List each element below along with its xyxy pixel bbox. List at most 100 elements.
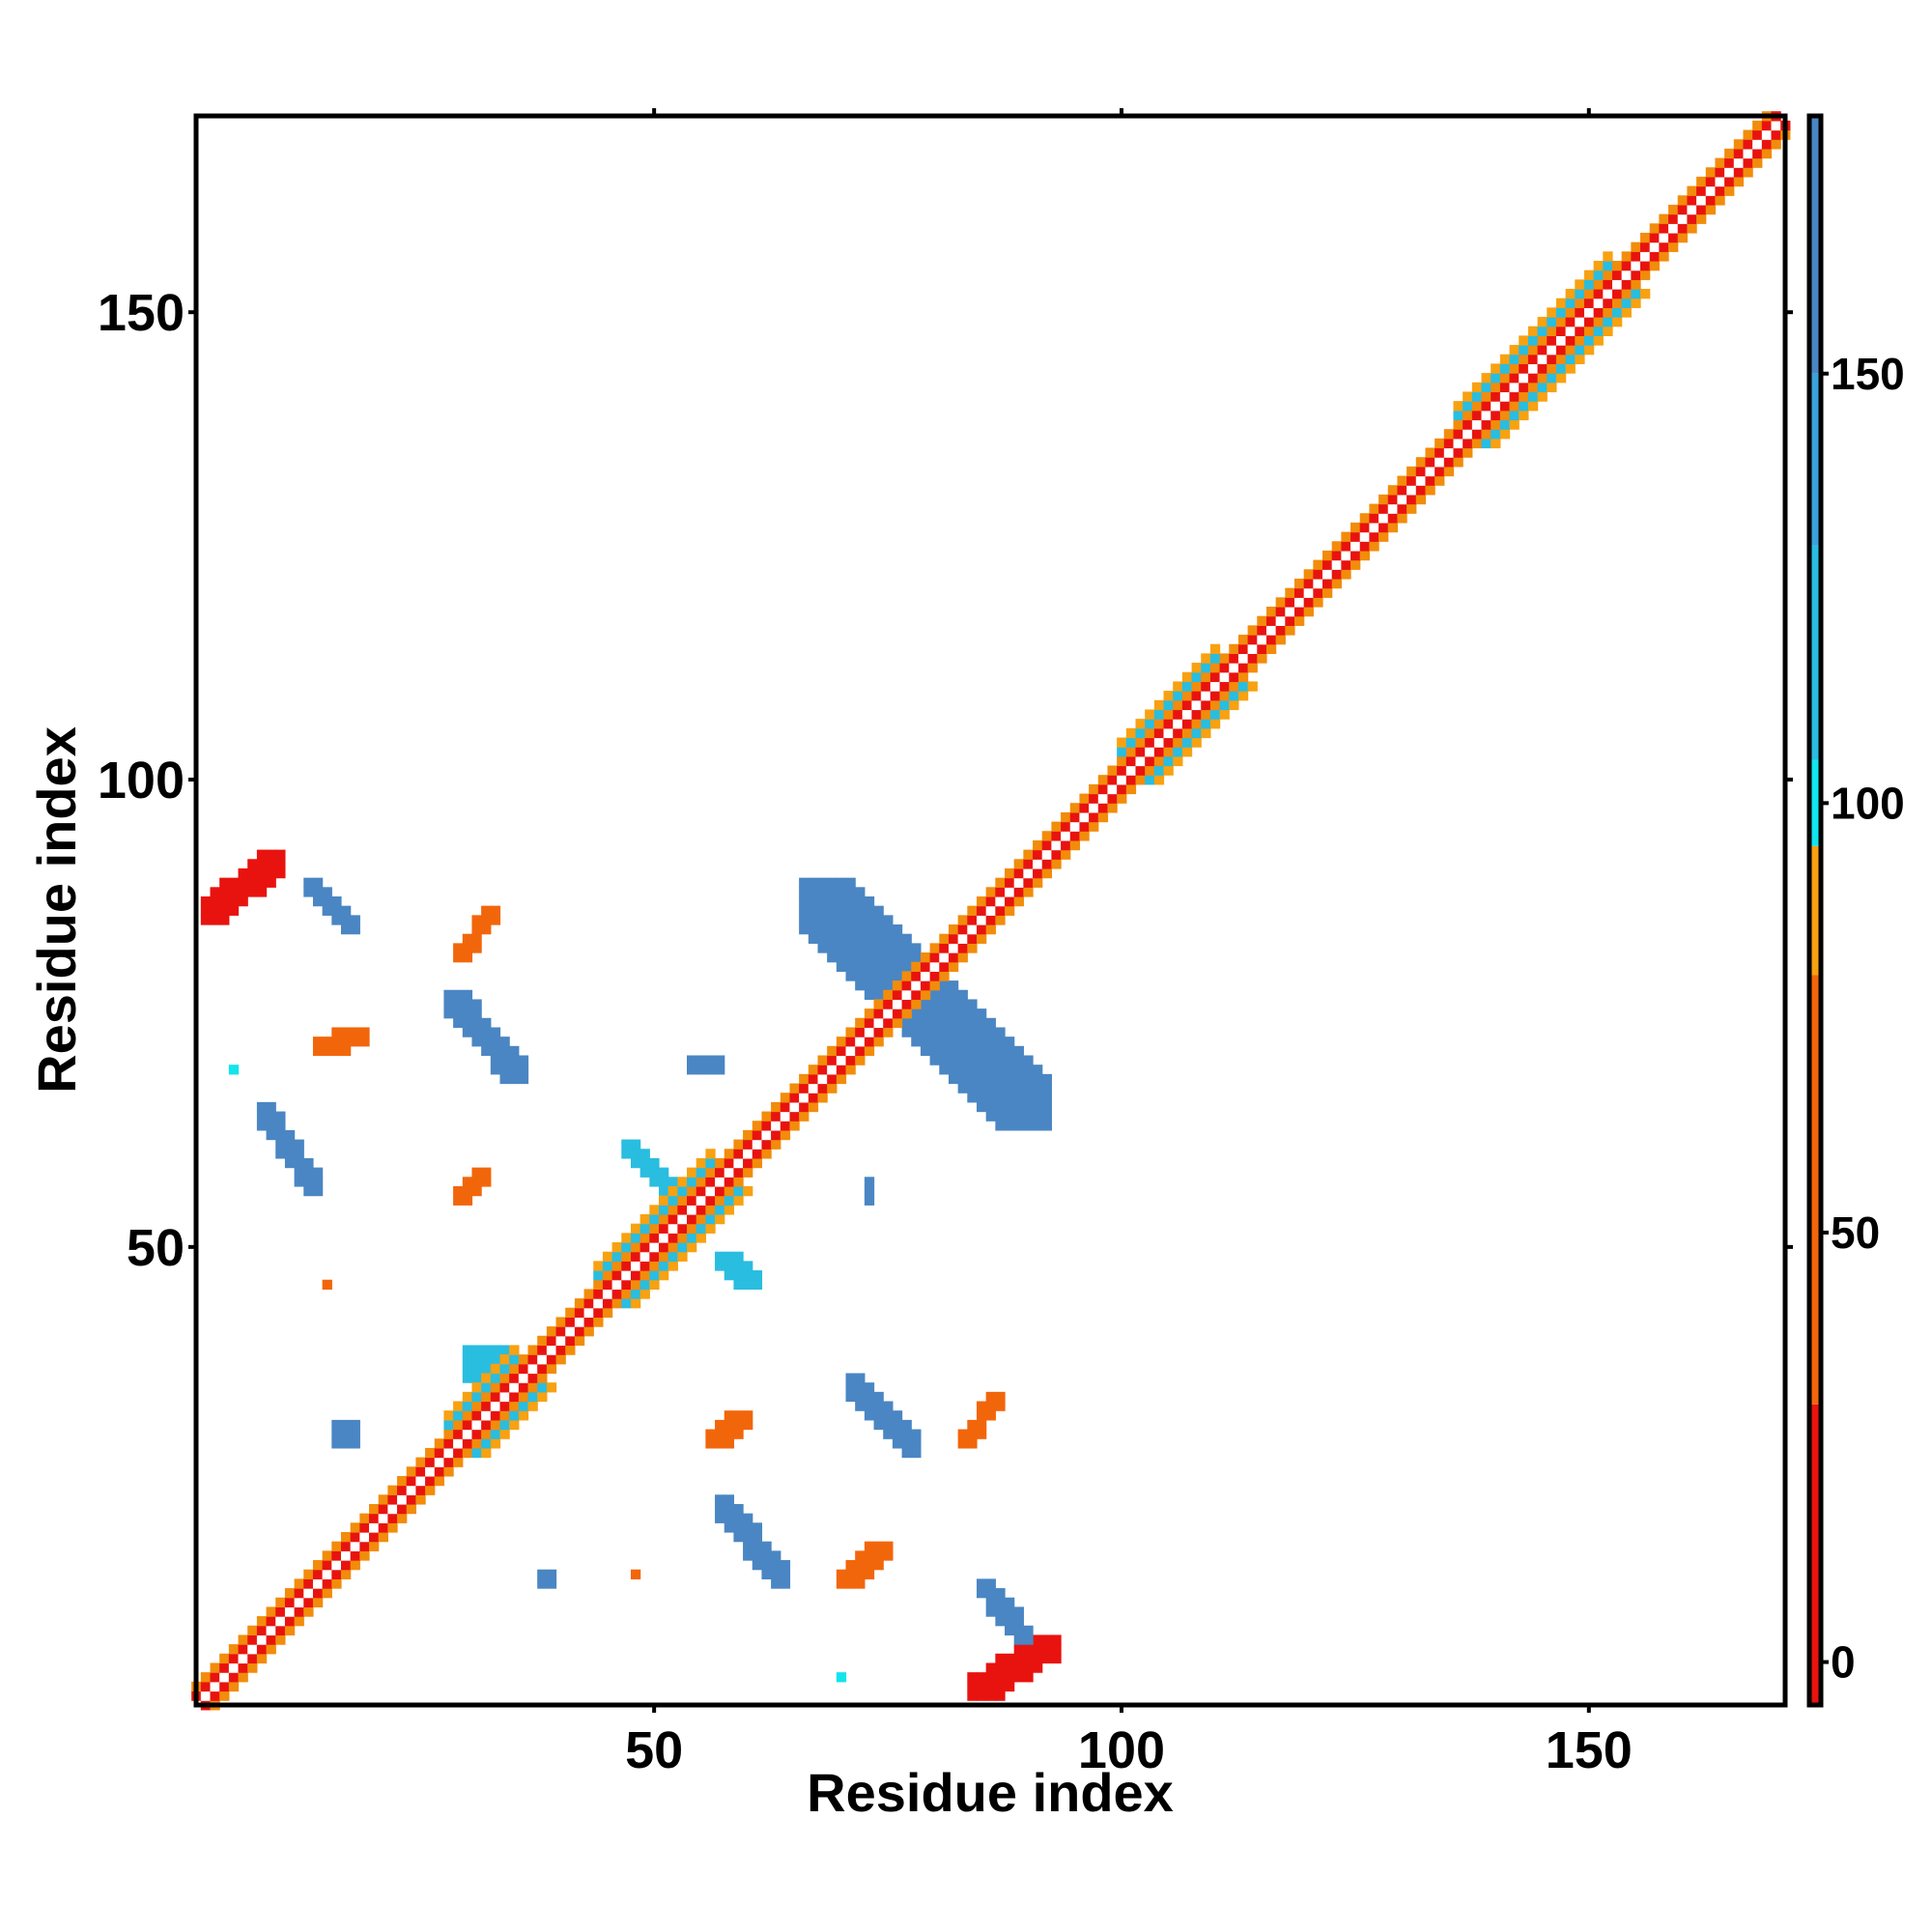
heatmap-cell: [939, 989, 950, 1001]
diagonal-cell: [228, 1653, 240, 1664]
heatmap-cell: [1013, 1121, 1024, 1131]
heatmap-cell: [939, 1065, 950, 1075]
diagonal-cell: [1659, 232, 1669, 243]
diagonal-cell: [1201, 681, 1211, 692]
diagonal-cell: [855, 1055, 866, 1065]
diagonal-cell: [1583, 317, 1595, 327]
diagonal-cell: [303, 1569, 314, 1579]
heatmap-cell: [929, 1027, 940, 1037]
diagonal-cell: [471, 1419, 482, 1431]
heatmap-cell: [1023, 1093, 1034, 1103]
diagonal-cell: [490, 1363, 501, 1375]
diagonal-cell: [1453, 419, 1463, 430]
diagonal-cell: [677, 1251, 688, 1262]
heatmap-cell: [855, 971, 866, 981]
diagonal-cell: [845, 1065, 856, 1075]
diagonal-cell: [1265, 615, 1277, 626]
diagonal-cell: [752, 1121, 763, 1131]
heatmap-cell: [995, 1027, 1006, 1037]
diagonal-cell: [1209, 643, 1221, 654]
diagonal-cell: [724, 1195, 734, 1206]
heatmap-cell: [873, 943, 884, 953]
diagonal-cell: [499, 1373, 510, 1383]
diagonal-cell: [537, 1335, 548, 1347]
diagonal-cell: [574, 1335, 585, 1347]
heatmap-cell: [864, 1382, 875, 1393]
heatmap-cell: [490, 1045, 501, 1057]
heatmap-cell: [1013, 1644, 1024, 1655]
diagonal-cell: [1463, 401, 1473, 412]
diagonal-cell: [275, 1606, 286, 1617]
diagonal-cell: [1443, 466, 1455, 477]
diagonal-cell: [1537, 363, 1548, 374]
heatmap-cell: [546, 1578, 557, 1589]
heatmap-cell: [322, 1045, 332, 1057]
diagonal-cell: [1275, 607, 1286, 617]
diagonal-cell: [1201, 653, 1211, 664]
diagonal-cell: [957, 933, 968, 944]
heatmap-cell: [873, 989, 884, 1001]
heatmap-cell: [312, 1045, 324, 1057]
diagonal-cell: [845, 1037, 856, 1047]
diagonal-cell: [873, 1009, 884, 1019]
heatmap-cell: [481, 1363, 492, 1375]
diagonal-cell: [527, 1401, 538, 1411]
heatmap-cell: [219, 877, 230, 888]
diagonal-cell: [611, 1261, 622, 1271]
heatmap-cell: [976, 1588, 987, 1599]
diagonal-cell: [462, 1391, 473, 1403]
heatmap-cell: [752, 1522, 763, 1533]
heatmap-cell: [864, 933, 875, 944]
diagonal-cell: [1153, 737, 1165, 748]
heatmap-cell: [724, 1251, 734, 1262]
diagonal-cell: [1051, 831, 1062, 841]
diagonal-cell: [705, 1167, 716, 1178]
y-tick-label: 150: [98, 284, 185, 342]
diagonal-cell: [1173, 727, 1183, 739]
diagonal-cell: [1640, 251, 1651, 262]
diagonal-cell: [1715, 157, 1725, 168]
heatmap-cell: [1023, 1065, 1034, 1075]
heatmap-cell: [883, 943, 894, 953]
diagonal-cell: [415, 1494, 426, 1505]
heatmap-cell: [827, 877, 838, 888]
heatmap-cell: [1023, 1121, 1034, 1131]
diagonal-cell: [696, 1223, 706, 1234]
heatmap-cell: [1051, 1644, 1062, 1655]
x-tick-label: 150: [1546, 1721, 1633, 1779]
diagonal-cell: [1649, 232, 1660, 243]
diagonal-cell: [1079, 793, 1090, 804]
heatmap-cell: [518, 1073, 529, 1085]
diagonal-cell: [593, 1279, 604, 1290]
heatmap-cell: [967, 1083, 978, 1094]
heatmap-cell: [322, 895, 332, 907]
diagonal-cell: [1509, 410, 1520, 421]
heatmap-cell: [649, 1167, 660, 1178]
heatmap-cell: [892, 961, 903, 972]
heatmap-cell: [724, 1261, 734, 1271]
diagonal-cell: [294, 1606, 304, 1617]
heatmap-cell: [1023, 1662, 1034, 1673]
colorbar-segment: [1809, 845, 1821, 976]
diagonal-cell: [1659, 251, 1669, 262]
heatmap-cell: [715, 1503, 725, 1515]
diagonal-cell: [1481, 373, 1492, 384]
diagonal-cell: [1406, 503, 1417, 514]
diagonal-cell: [892, 980, 903, 991]
diagonal-cell: [602, 1279, 613, 1290]
diagonal-cell: [527, 1363, 538, 1375]
diagonal-cell: [817, 1093, 828, 1103]
diagonal-cell: [1313, 569, 1323, 580]
diagonal-cell: [228, 1681, 240, 1692]
heatmap-cell: [976, 1101, 987, 1113]
diagonal-cell: [621, 1233, 632, 1243]
diagonal-cell: [1033, 877, 1043, 888]
diagonal-cell: [1611, 289, 1623, 299]
heatmap-cell: [724, 1503, 734, 1515]
diagonal-cell: [1640, 260, 1651, 271]
diagonal-cell: [705, 1213, 716, 1225]
diagonal-cell: [1453, 401, 1463, 412]
heatmap-cell: [948, 999, 959, 1009]
heatmap-cell: [976, 1672, 987, 1683]
heatmap-cell: [901, 1429, 912, 1439]
